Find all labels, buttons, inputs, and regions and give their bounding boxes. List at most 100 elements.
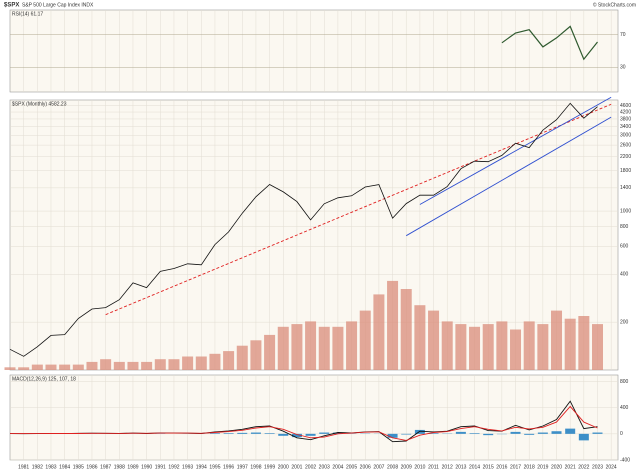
y-tick-label: 3000	[620, 133, 631, 139]
volume-bar	[168, 359, 180, 370]
volume-bar	[45, 364, 57, 370]
x-tick-label: 1995	[209, 464, 220, 470]
y-tick-label: 200	[620, 319, 629, 325]
x-tick-label: 1983	[45, 464, 56, 470]
histogram-bar	[428, 433, 439, 434]
legend-label: MACD(12,26,9) 125, 107, 18	[12, 376, 76, 382]
volume-bar	[564, 318, 576, 370]
histogram-bar	[510, 431, 521, 434]
x-tick-label: 2001	[291, 464, 302, 470]
histogram-bar	[332, 432, 343, 434]
y-tick-label: 600	[620, 244, 629, 250]
volume-bar	[346, 321, 358, 370]
volume-bar	[59, 364, 71, 370]
histogram-bar	[401, 433, 412, 435]
x-tick-label: 2010	[414, 464, 425, 470]
y-tick-label: 30	[620, 65, 626, 71]
y-tick-label: 70	[620, 32, 626, 38]
legend-label: $SPX (Monthly) 4582.23	[12, 101, 67, 107]
x-tick-label: 1999	[264, 464, 275, 470]
x-tick-label: 2005	[346, 464, 357, 470]
volume-bar	[305, 321, 317, 370]
index-name: S&P 500 Large Cap Index INDX	[22, 2, 94, 8]
histogram-bar	[223, 433, 234, 434]
y-tick-label: 800	[620, 224, 629, 230]
x-tick-label: 2012	[442, 464, 453, 470]
symbol: $SPX	[4, 3, 19, 9]
y-tick-label: -400	[620, 457, 630, 463]
histogram-bar	[537, 432, 548, 434]
volume-bar	[236, 345, 248, 370]
volume-bar	[127, 361, 139, 370]
histogram-bar	[237, 432, 248, 434]
histogram-bar	[578, 433, 589, 441]
histogram-bar	[250, 432, 261, 434]
volume-bar	[496, 321, 508, 370]
x-tick-label: 2011	[428, 464, 439, 470]
y-tick-label: 3400	[620, 124, 631, 130]
volume-bar	[18, 367, 30, 370]
histogram-bar	[209, 433, 220, 434]
volume-bar	[510, 329, 522, 370]
x-tick-label: 2009	[401, 464, 412, 470]
histogram-bar	[592, 432, 603, 434]
volume-bar	[537, 324, 549, 370]
x-tick-label: 1985	[73, 464, 84, 470]
volume-bar	[551, 310, 563, 370]
y-tick-label: 4600	[620, 103, 631, 109]
x-tick-label: 2000	[278, 464, 289, 470]
x-tick-label: 2002	[305, 464, 316, 470]
histogram-bar	[524, 433, 535, 435]
x-tick-label: 1994	[196, 464, 207, 470]
x-tick-label: 1986	[86, 464, 97, 470]
x-tick-label: 2016	[496, 464, 507, 470]
histogram-bar	[278, 433, 289, 436]
volume-bar	[400, 289, 412, 370]
trend-line	[405, 116, 612, 237]
histogram-bar	[483, 433, 494, 436]
histogram-bar	[387, 433, 398, 438]
histogram-bar	[455, 431, 466, 434]
volume-bar	[141, 361, 153, 370]
x-tick-label: 1993	[182, 464, 193, 470]
histogram-bar	[551, 431, 562, 434]
trend-line	[105, 103, 612, 316]
x-tick-label: 2022	[578, 464, 589, 470]
x-tick-label: 2015	[483, 464, 494, 470]
volume-bar	[291, 324, 303, 370]
volume-bar	[100, 359, 112, 370]
volume-bar	[277, 326, 289, 370]
volume-bar	[414, 305, 426, 370]
histogram-bar	[469, 433, 480, 434]
volume-bar	[578, 316, 590, 370]
volume-bar	[359, 310, 371, 370]
x-tick-label: 1981	[18, 464, 29, 470]
x-tick-label: 2008	[387, 464, 398, 470]
volume-bar	[4, 367, 16, 370]
y-tick-label: 1800	[620, 168, 631, 174]
x-tick-label: 1990	[141, 464, 152, 470]
volume-bar	[86, 361, 98, 370]
y-tick-label: 2200	[620, 154, 631, 160]
y-tick-label: 800	[620, 379, 629, 385]
source: © StockCharts.com	[593, 1, 636, 8]
y-tick-label: 2600	[620, 142, 631, 148]
trend-line	[419, 96, 612, 205]
histogram-bar	[291, 433, 302, 438]
volume-bar	[195, 356, 207, 370]
volume-bar	[223, 351, 235, 370]
volume-bar	[523, 321, 535, 370]
x-tick-label: 1982	[32, 464, 43, 470]
histogram-bar	[414, 429, 425, 434]
x-tick-label: 2024	[606, 464, 617, 470]
volume-bar	[455, 324, 467, 370]
histogram-bar	[264, 433, 275, 434]
x-tick-label: 1987	[100, 464, 111, 470]
x-tick-label: 1984	[59, 464, 70, 470]
x-tick-label: 2023	[592, 464, 603, 470]
x-tick-label: 2006	[360, 464, 371, 470]
legend-label: RSI(14) 61.17	[12, 11, 43, 17]
x-tick-label: 2021	[565, 464, 576, 470]
panel	[9, 374, 619, 461]
